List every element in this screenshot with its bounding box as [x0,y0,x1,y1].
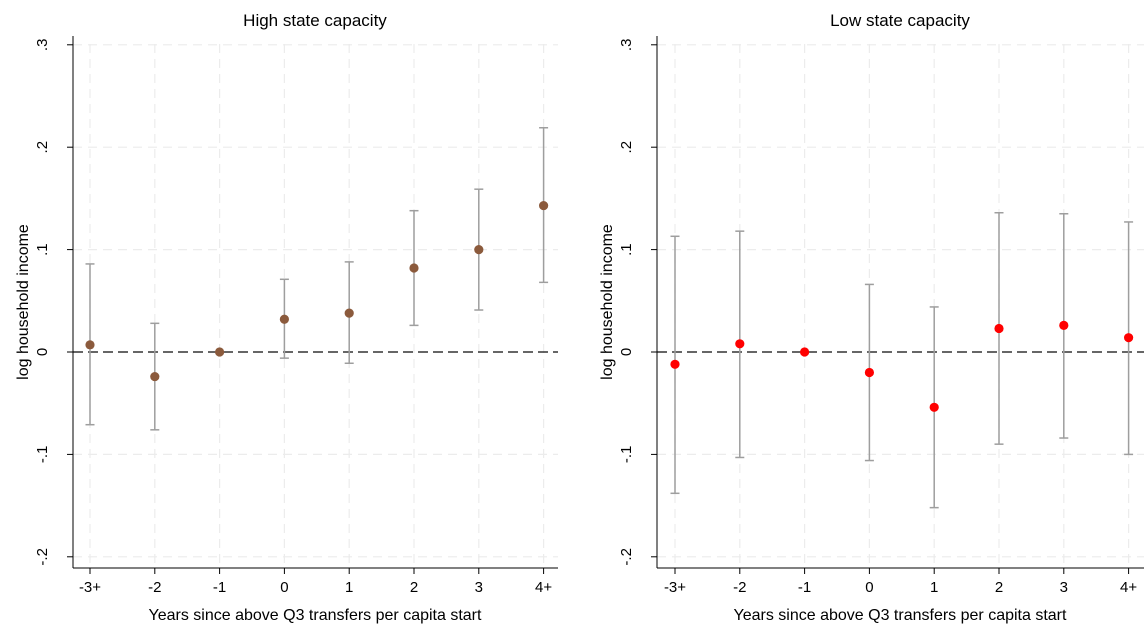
y-tick-label: .1 [618,243,635,256]
point-estimates [85,200,549,382]
point-estimate [279,314,289,324]
y-tick-label: 0 [618,348,635,356]
y-tick-label: -.1 [34,446,51,464]
point-estimate [85,340,95,350]
x-tick-label: 1 [930,579,938,596]
y-tick-label: .3 [618,39,635,52]
x-axis-label: Years since above Q3 transfers per capit… [149,607,482,624]
tick-labels: -.2 -.1 0 .1 .2 .3 -3+ -2 -1 0 1 2 3 4+ [34,39,552,596]
x-tick-label: 2 [410,579,418,596]
x-tick-label: -2 [733,579,746,596]
x-tick-label: -3+ [79,579,101,596]
y-tick-label: .3 [34,39,51,52]
point-estimate [929,402,939,412]
point-estimate [800,347,810,357]
x-axis-label: Years since above Q3 transfers per capit… [734,607,1067,624]
x-tick-label: 4+ [1120,579,1137,596]
x-tick-label: 3 [1060,579,1068,596]
y-tick-label: .1 [34,243,51,256]
y-tick-label: -.2 [618,548,635,566]
point-estimate [409,263,419,273]
x-tick-label: 1 [345,579,353,596]
grid [73,44,558,568]
point-estimate [1124,333,1134,343]
grid [657,44,1144,568]
x-tick-label: 3 [475,579,483,596]
point-estimates [670,320,1134,412]
x-tick-label: 4+ [535,579,552,596]
panel-title: High state capacity [243,11,387,30]
confidence-intervals [85,126,549,431]
point-estimate [864,367,875,378]
point-estimate [539,200,549,211]
panel-low-state-capacity: Low state capacity Years since above Q3 … [599,11,1144,624]
x-tick-label: -1 [798,579,811,596]
x-tick-label: 0 [865,579,873,596]
y-axis-label: log household income [15,224,32,380]
y-tick-label: -.1 [618,446,635,464]
x-tick-label: -1 [213,579,226,596]
confidence-intervals [670,211,1134,509]
y-tick-label: -.2 [34,548,51,566]
point-estimate [670,359,680,369]
panel-title: Low state capacity [830,11,970,30]
point-estimate [735,339,745,349]
x-tick-label: -3+ [664,579,686,596]
point-estimate [1059,320,1069,330]
panel-high-state-capacity: High state capacity Years since above Q3… [15,11,558,624]
point-estimate [150,371,160,382]
y-tick-label: .2 [618,141,635,154]
point-estimate [344,308,354,318]
x-tick-label: 2 [995,579,1003,596]
axes [651,36,1144,574]
y-tick-label: .2 [34,141,51,154]
x-tick-label: 0 [280,579,288,596]
y-tick-label: 0 [34,348,51,356]
point-estimate [215,347,225,357]
point-estimate [994,323,1004,334]
tick-labels: -.2 -.1 0 .1 .2 .3 -3+ -2 -1 0 1 2 3 4+ [618,39,1137,596]
x-tick-label: -2 [148,579,161,596]
point-estimate [474,245,484,255]
axes [67,36,558,574]
y-axis-label: log household income [599,224,616,380]
